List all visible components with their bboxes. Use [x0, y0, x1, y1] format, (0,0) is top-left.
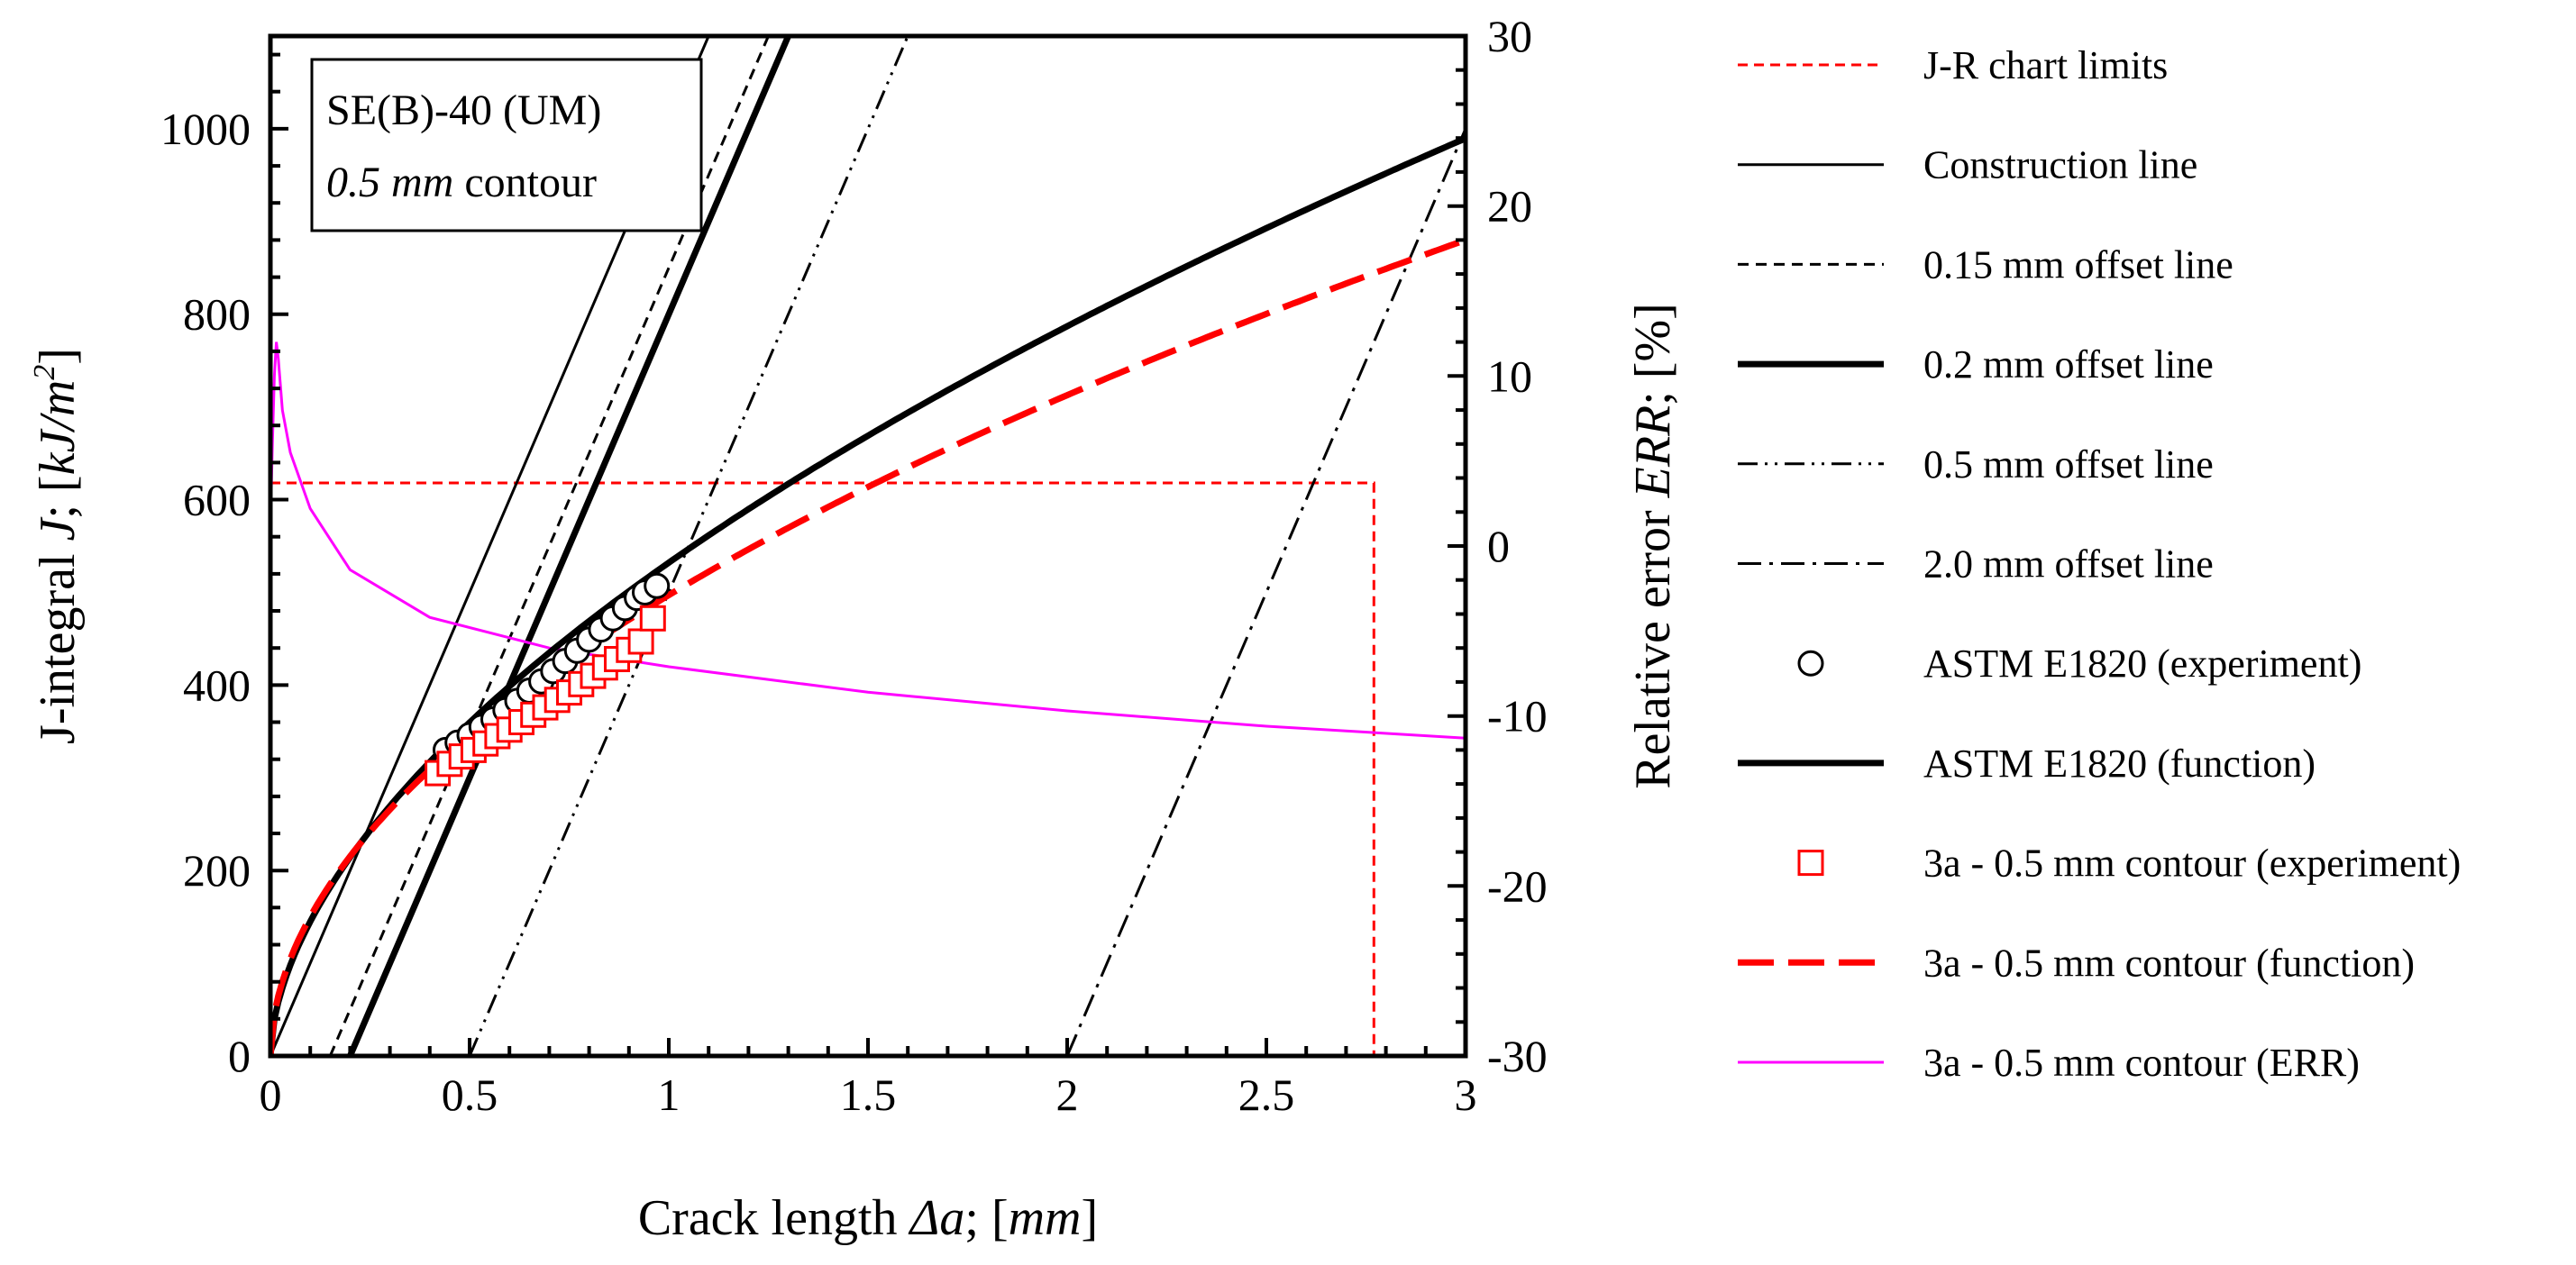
- legend-label: 3a - 0.5 mm contour (ERR): [1923, 1041, 2360, 1085]
- legend-label: 3a - 0.5 mm contour (function): [1923, 941, 2415, 985]
- legend-label: ASTM E1820 (function): [1923, 742, 2316, 786]
- x-tick-label: 1: [658, 1069, 681, 1120]
- x-tick-label: 2: [1056, 1069, 1079, 1120]
- legend-item-2-0-mm-offset-line: 2.0 mm offset line: [1738, 542, 2214, 587]
- x-tick-label: 1.5: [840, 1069, 897, 1120]
- legend-label: 0.15 mm offset line: [1923, 242, 2233, 287]
- y-axis-title: J-integral J; [kJ/m2]: [28, 348, 86, 744]
- annotation-line-2: 0.5 mm contour: [326, 159, 597, 206]
- y2-tick-label: 10: [1487, 350, 1532, 401]
- legend: J-R chart limits Construction line 0.15 mm…: [1738, 43, 2461, 1085]
- y-tick-label: 200: [183, 845, 251, 896]
- y2-tick-label: -20: [1487, 860, 1548, 911]
- legend-label: J-R chart limits: [1923, 43, 2168, 87]
- legend-label: 0.5 mm offset line: [1923, 442, 2214, 487]
- legend-label: ASTM E1820 (experiment): [1923, 642, 2361, 686]
- legend-label: 2.0 mm offset line: [1923, 542, 2214, 587]
- y2-axis-title: Relative error ERR; [%]: [1625, 303, 1681, 789]
- y-tick-label: 600: [183, 475, 251, 525]
- data-point: [639, 605, 666, 632]
- series-2-0-mm-offset-line: [1065, 125, 1466, 1056]
- legend-marker: [1797, 850, 1824, 877]
- x-tick-label: 0: [260, 1069, 282, 1120]
- legend-item-astm-e1820-function: ASTM E1820 (function): [1738, 742, 2316, 786]
- series-0-2-mm-offset-line: [347, 36, 791, 1056]
- legend-item-3a-0-5-mm-contour-function: 3a - 0.5 mm contour (function): [1738, 941, 2415, 985]
- plot-series: [270, 36, 1466, 1056]
- legend-item-0-15-mm-offset-line: 0.15 mm offset line: [1738, 242, 2233, 287]
- data-point: [627, 628, 654, 655]
- legend-item-0-2-mm-offset-line: 0.2 mm offset line: [1738, 342, 2214, 387]
- legend-item-3a-0-5-mm-contour-experiment: 3a - 0.5 mm contour (experiment): [1797, 842, 2461, 886]
- y-tick-label: 800: [183, 289, 251, 340]
- legend-item-3a-0-5-mm-contour-err: 3a - 0.5 mm contour (ERR): [1738, 1041, 2360, 1085]
- annotation-line-1: SE(B)-40 (UM): [326, 86, 601, 134]
- legend-item-j-r-chart-limits: J-R chart limits: [1738, 43, 2168, 87]
- legend-marker: [1797, 650, 1824, 677]
- legend-item-construction-line: Construction line: [1738, 143, 2197, 187]
- y2-tick-label: -10: [1487, 691, 1548, 742]
- y-tick-label: 1000: [160, 104, 251, 154]
- y2-axis-ticks: -30 -20 -10 0 10 20 30: [1448, 11, 1548, 1081]
- annotation-box: SE(B)-40 (UM) 0.5 mm contour: [310, 58, 703, 232]
- legend-label: Construction line: [1923, 143, 2197, 187]
- legend-item-astm-e1820-experiment: ASTM E1820 (experiment): [1797, 642, 2361, 686]
- x-tick-label: 2.5: [1238, 1069, 1295, 1120]
- y2-tick-label: 30: [1487, 11, 1532, 61]
- x-axis-title: Crack length Δa; [mm]: [638, 1190, 1098, 1246]
- legend-label: 3a - 0.5 mm contour (experiment): [1923, 842, 2461, 886]
- series-astm-e1820-experiment: [433, 572, 671, 763]
- data-point: [644, 572, 671, 599]
- y-tick-label: 0: [228, 1031, 251, 1081]
- legend-label: 0.2 mm offset line: [1923, 342, 2214, 387]
- series-3a-0-5-mm-contour-err: [270, 341, 1466, 740]
- x-axis-ticks: 0 0.5 1 1.5 2 2.5 3: [260, 1038, 1477, 1120]
- y-axis-ticks: 0 200 400 600 800 1000: [160, 52, 288, 1081]
- x-tick-label: 3: [1455, 1069, 1477, 1120]
- y2-tick-label: 0: [1487, 521, 1510, 571]
- y2-tick-label: 20: [1487, 181, 1532, 232]
- series-3a-0-5-mm-contour-experiment: [425, 605, 666, 787]
- series-astm-e1820-function: [270, 135, 1466, 1056]
- x-tick-label: 0.5: [442, 1069, 498, 1120]
- y-tick-label: 400: [183, 660, 251, 710]
- series-j-r-chart-limits: [270, 481, 1375, 1056]
- legend-item-0-5-mm-offset-line: 0.5 mm offset line: [1738, 442, 2214, 487]
- y2-tick-label: -30: [1487, 1031, 1548, 1081]
- series-3a-0-5-mm-contour-function: [270, 237, 1466, 1056]
